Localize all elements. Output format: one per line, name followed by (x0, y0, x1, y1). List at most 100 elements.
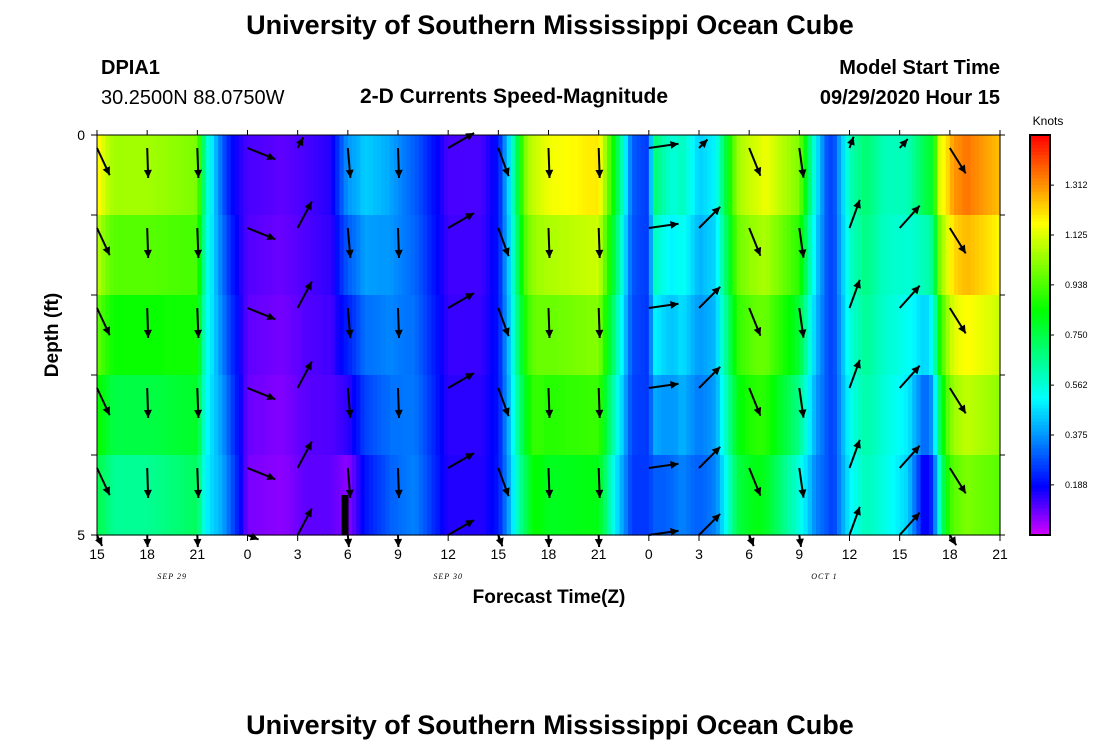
heatmap-cell (941, 455, 947, 536)
heatmap-cell (644, 215, 650, 296)
heatmap-cell (456, 295, 462, 376)
x-tick-label: 12 (440, 546, 456, 562)
heatmap-cell (226, 135, 232, 216)
heatmap-cell (214, 295, 219, 376)
heatmap-cell (251, 455, 257, 536)
heatmap-cell (477, 455, 483, 536)
heatmap-cell (276, 295, 282, 376)
colorbar-swatch (1030, 278, 1050, 283)
current-vector-arrow (194, 467, 203, 499)
current-vector-arrow (345, 467, 354, 498)
heatmap-cell (924, 215, 930, 296)
heatmap-cell (933, 215, 938, 296)
heatmap-cell (339, 215, 345, 296)
heatmap-cell (770, 455, 775, 536)
heatmap-cell (134, 215, 140, 296)
x-tick-label: 18 (942, 546, 958, 562)
heatmap-cell (385, 135, 391, 216)
heatmap-cell (218, 455, 224, 536)
heatmap-cell (176, 135, 182, 216)
colorbar-swatch (1030, 441, 1050, 446)
heatmap-cell (765, 135, 771, 216)
heatmap-cell (556, 455, 562, 536)
heatmap-cell (159, 295, 165, 376)
current-vector-arrow (698, 513, 721, 536)
date-label: SEP 29 (157, 572, 187, 581)
heatmap-cell (381, 375, 387, 456)
heatmap-cell (230, 455, 236, 536)
heatmap-cell (665, 215, 671, 296)
heatmap-cell (912, 375, 917, 456)
heatmap-cell (138, 215, 144, 296)
heatmap-cell (987, 295, 993, 376)
heatmap-cell (807, 375, 813, 456)
colorbar-swatch (1030, 195, 1050, 199)
heatmap-cell (314, 215, 320, 296)
heatmap-cell (807, 295, 813, 376)
heatmap-cell (469, 375, 474, 456)
heatmap-cell (494, 455, 499, 536)
heatmap-cell (306, 135, 311, 216)
current-vector-arrow (247, 147, 276, 161)
heatmap-cell (247, 455, 253, 536)
heatmap-cell (427, 215, 433, 296)
colorbar-swatch (1030, 145, 1050, 149)
current-vector-arrow (698, 206, 721, 229)
heatmap-cell (155, 375, 161, 456)
heatmap-cell (807, 215, 813, 296)
heatmap-cell (987, 455, 993, 536)
heatmap-cell (381, 215, 387, 296)
heatmap-cell (134, 455, 140, 536)
heatmap-cell (832, 215, 838, 296)
heatmap-cell (322, 135, 328, 216)
heatmap-cell (715, 375, 721, 456)
heatmap-cell (895, 455, 901, 536)
heatmap-cell (811, 135, 817, 216)
heatmap-cell (577, 455, 583, 536)
current-vector-arrow (948, 467, 967, 494)
heatmap-cell (832, 375, 838, 456)
heatmap-cell (807, 135, 813, 216)
heatmap-cell (485, 135, 491, 216)
heatmap-cell (239, 295, 244, 376)
heatmap-cell (778, 215, 784, 296)
colorbar-swatch (1030, 198, 1050, 203)
heatmap-cell (678, 295, 683, 376)
current-vector-arrow (545, 147, 554, 179)
heatmap-cell (268, 135, 274, 216)
heatmap-cell (937, 215, 943, 296)
current-vector-arrow (898, 138, 909, 149)
heatmap-cell (661, 295, 667, 376)
heatmap-cell (548, 135, 554, 216)
heatmap-cell (264, 135, 269, 216)
heatmap-cell (515, 455, 520, 536)
colorbar-swatch (1030, 505, 1050, 509)
heatmap-cell (803, 135, 809, 216)
colorbar-swatch (1030, 468, 1050, 473)
heatmap-cell (197, 135, 203, 216)
heatmap-cell (853, 135, 859, 216)
heatmap-cell (314, 375, 320, 456)
heatmap-cell (180, 215, 186, 296)
colorbar-swatch (1030, 398, 1050, 403)
colorbar-swatch (1030, 491, 1050, 496)
current-vector-arrow (848, 439, 861, 469)
heatmap-cell (343, 135, 349, 216)
heatmap-cell (870, 455, 876, 536)
heatmap-cell (602, 215, 608, 296)
heatmap-cell (356, 135, 361, 216)
current-vector-arrow (296, 441, 313, 469)
heatmap-cell (615, 135, 621, 216)
heatmap-cell (611, 455, 616, 536)
heatmap-cell (360, 455, 366, 536)
heatmap-cell (686, 295, 692, 376)
heatmap-cell (874, 375, 880, 456)
heatmap-cell (849, 135, 855, 216)
heatmap-cell (577, 375, 583, 456)
heatmap-cell (306, 455, 311, 536)
heatmap-cell (285, 135, 290, 216)
heatmap-cell (770, 375, 775, 456)
heatmap-cell (489, 135, 495, 216)
current-vector-arrow (447, 292, 475, 309)
heatmap-cell (979, 375, 984, 456)
